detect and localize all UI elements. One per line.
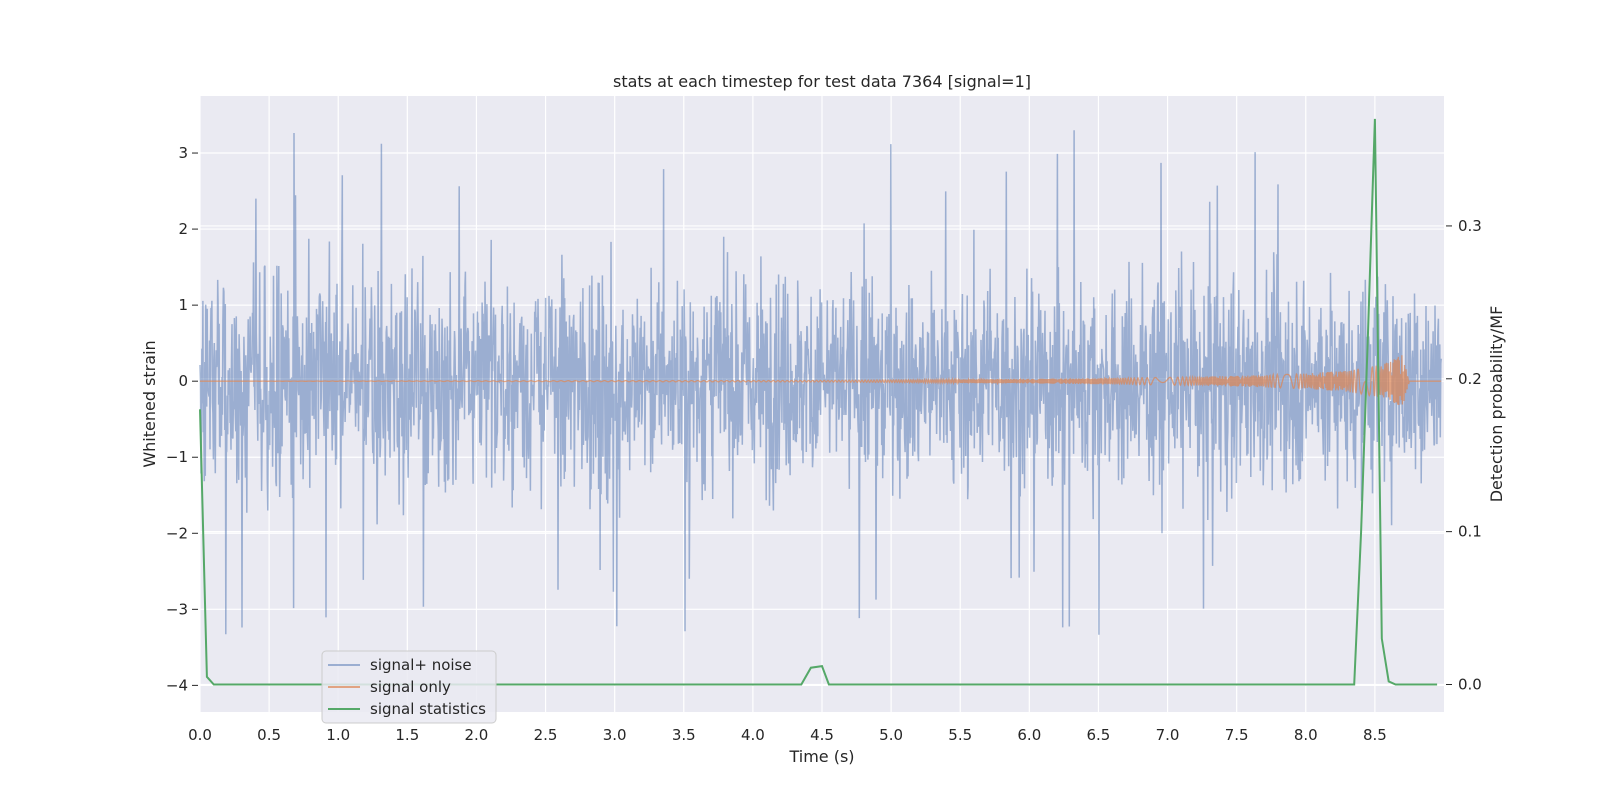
- y2-axis-label: Detection probability/MF: [1487, 306, 1506, 503]
- x-tick-label: 7.5: [1225, 726, 1249, 744]
- legend: signal+ noise signal only signal statistic…: [321, 650, 497, 724]
- y-tick-label: 3: [178, 144, 188, 162]
- x-tick-label: 2.5: [534, 726, 558, 744]
- y-tick-label: −1: [166, 448, 188, 466]
- series-signal-statistics: [199, 118, 1438, 686]
- series-signal-only: [200, 355, 1442, 406]
- x-tick-label: 1.0: [326, 726, 350, 744]
- y2-tick-label: 0.0: [1458, 675, 1482, 693]
- y-tick-label: 0: [178, 372, 188, 390]
- x-tick-label: 4.5: [810, 726, 834, 744]
- legend-label: signal+ noise: [370, 656, 472, 674]
- chart-title: stats at each timestep for test data 736…: [613, 72, 1031, 91]
- x-tick-label: 5.5: [948, 726, 972, 744]
- y2-tick-label: 0.2: [1458, 370, 1482, 388]
- x-tick-label: 3.0: [603, 726, 627, 744]
- x-tick-label: 0.0: [188, 726, 212, 744]
- x-tick-label: 8.5: [1363, 726, 1387, 744]
- legend-label: signal only: [370, 678, 451, 696]
- x-tick-label: 3.5: [672, 726, 696, 744]
- series-signal-noise: [199, 130, 1442, 635]
- y-tick-label: 1: [178, 296, 188, 314]
- axes: 0.0 0.5 1.0 1.5 2.0 2.5 3.0 3.5 4.0 4.5 5.0 5.5 6.0 6…: [166, 144, 1482, 744]
- y2-tick-label: 0.3: [1458, 217, 1482, 235]
- x-tick-label: 2.0: [465, 726, 489, 744]
- legend-box: [321, 650, 497, 724]
- y-tick-label: 2: [178, 220, 188, 238]
- y-tick-label: −3: [166, 600, 188, 618]
- y-tick-label: −2: [166, 524, 188, 542]
- x-tick-label: 8.0: [1294, 726, 1318, 744]
- x-tick-label: 1.5: [395, 726, 419, 744]
- y-tick-label: −4: [166, 676, 188, 694]
- series-layer: [199, 118, 1442, 686]
- x-tick-label: 6.5: [1087, 726, 1111, 744]
- x-axis-label: Time (s): [788, 747, 854, 766]
- x-tick-label: 7.0: [1156, 726, 1180, 744]
- x-tick-label: 5.0: [879, 726, 903, 744]
- legend-label: signal statistics: [370, 700, 486, 718]
- y2-tick-label: 0.1: [1458, 523, 1482, 541]
- x-tick-label: 0.5: [257, 726, 281, 744]
- y-axis-label: Whitened strain: [140, 340, 159, 467]
- x-tick-label: 6.0: [1017, 726, 1041, 744]
- x-tick-label: 4.0: [741, 726, 765, 744]
